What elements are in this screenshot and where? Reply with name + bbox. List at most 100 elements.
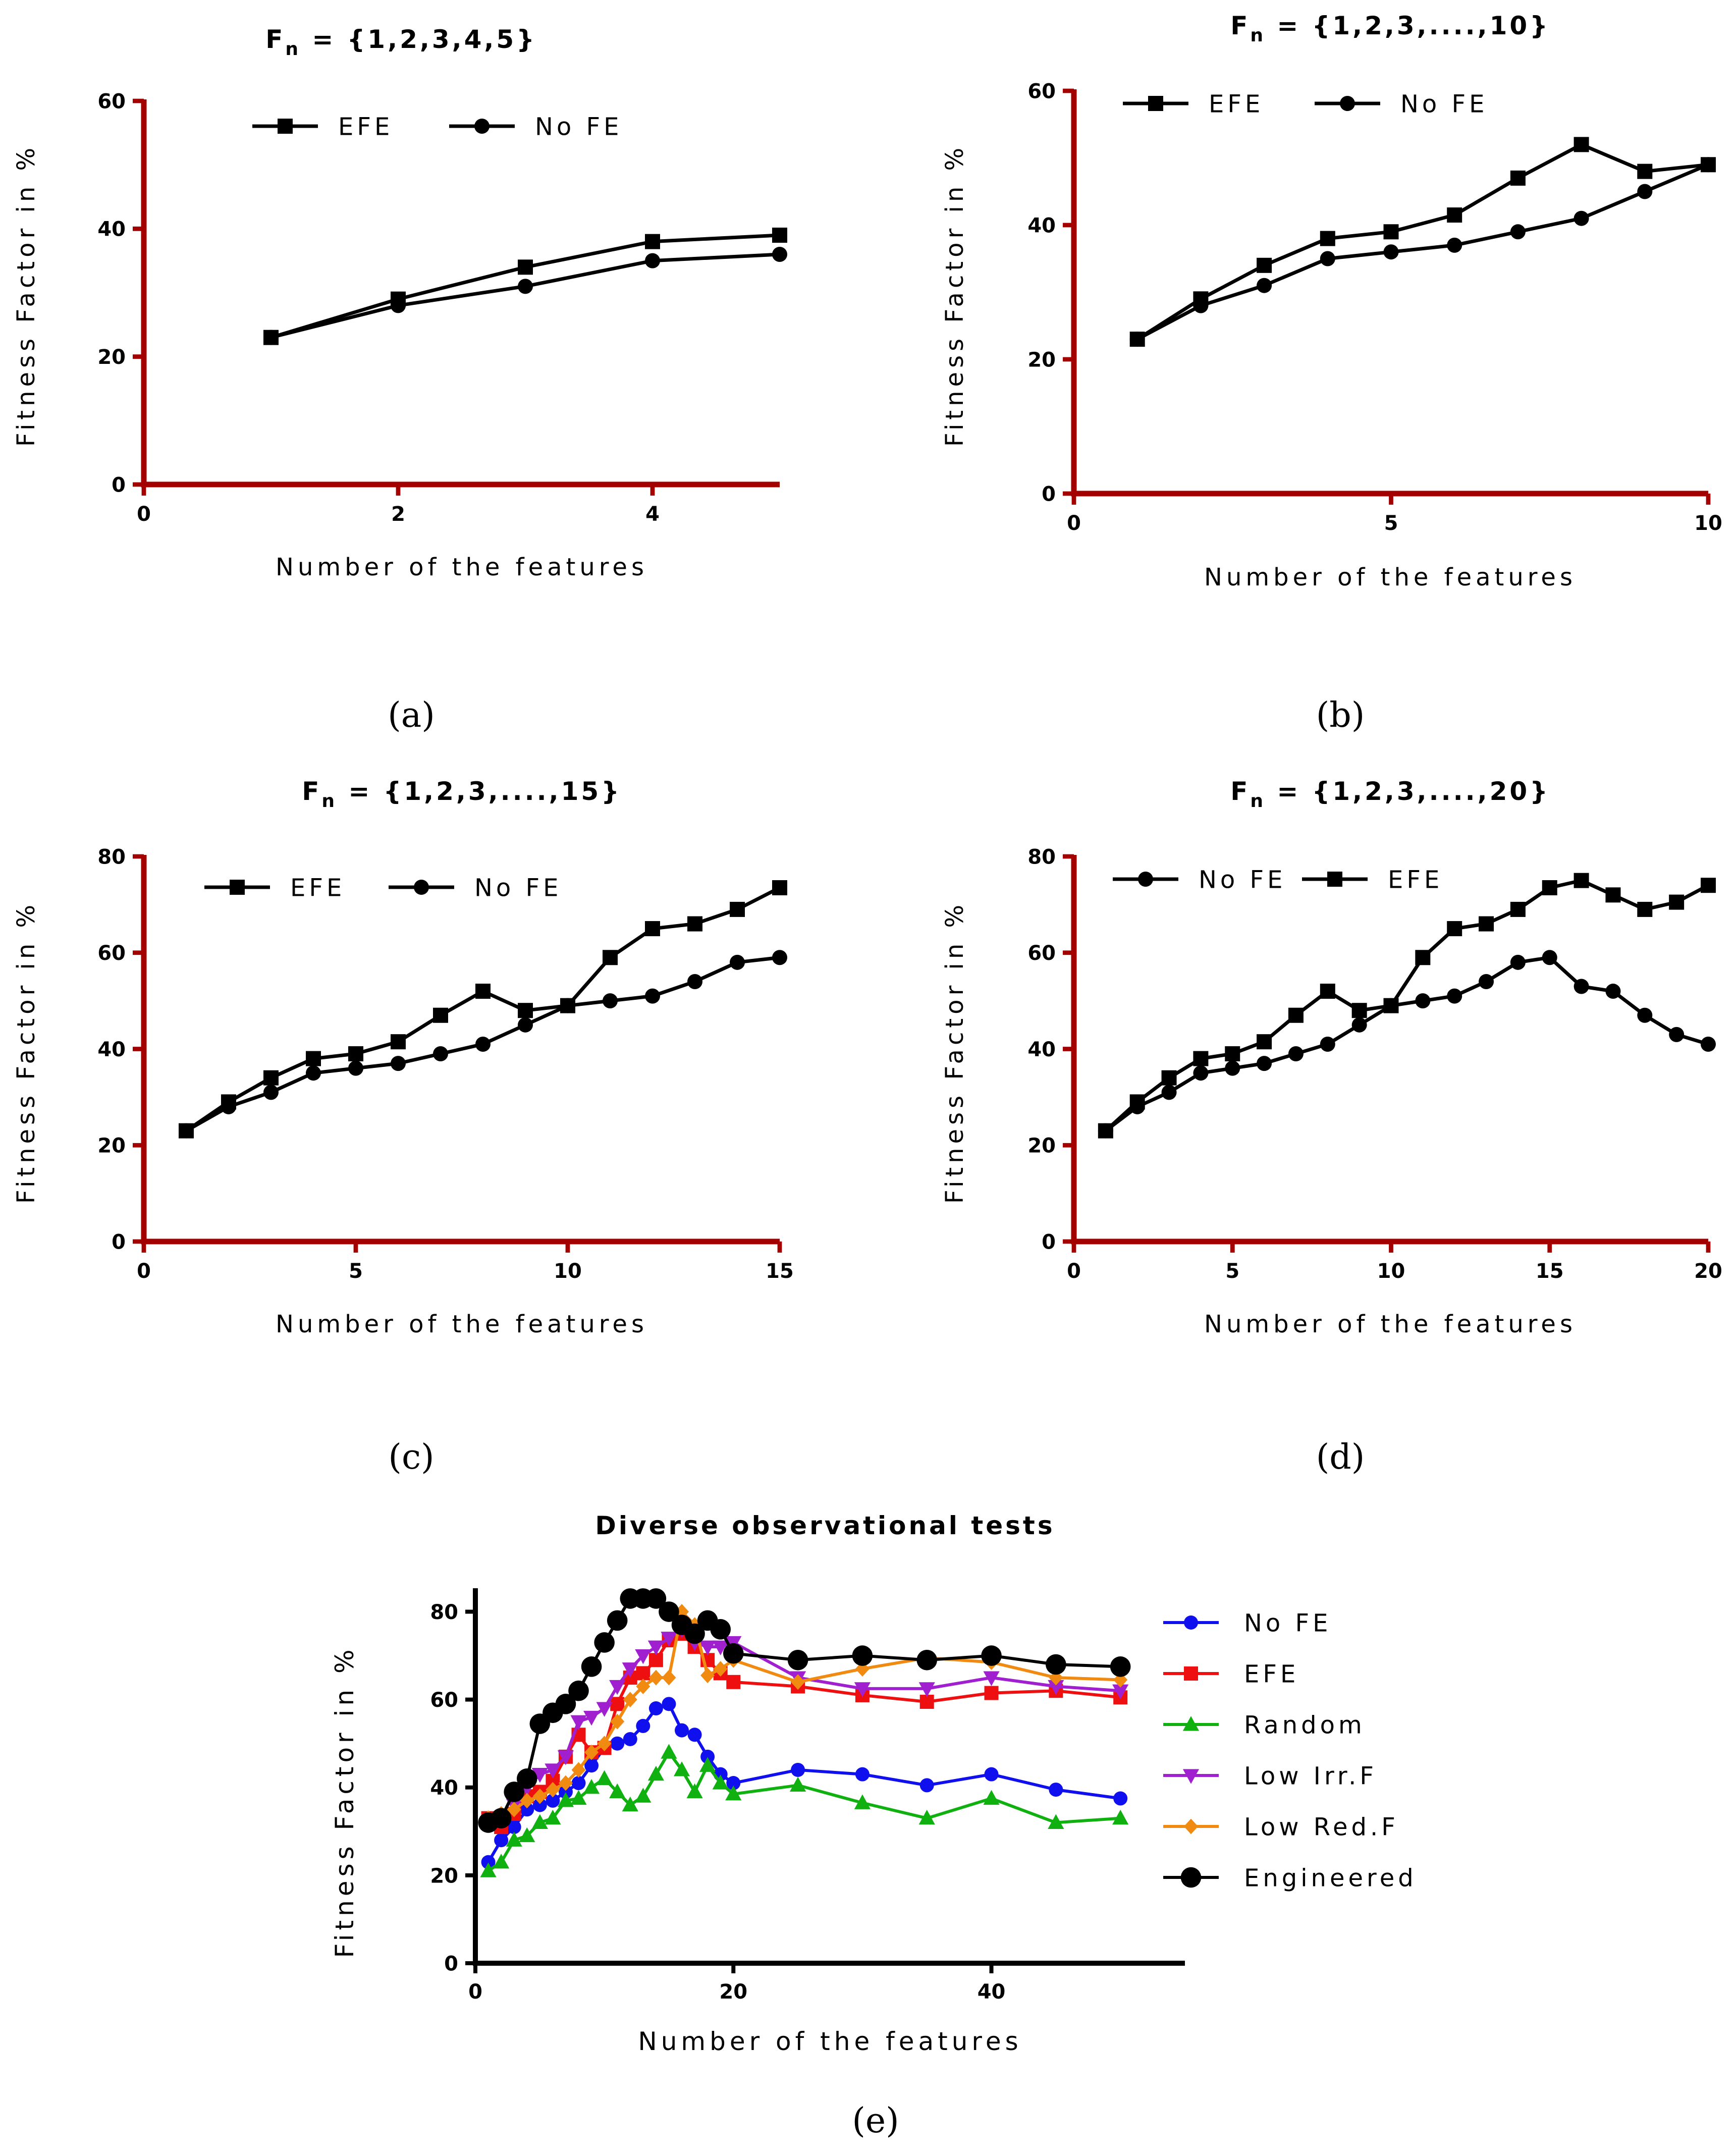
data-point [263,330,279,345]
panel-e-y-tick-label: 60 [430,1689,458,1712]
data-point [699,1757,716,1772]
panel-e-y-tick-label: 20 [430,1864,458,1888]
data-point [391,298,406,313]
data-point [1574,137,1589,152]
data-point [675,1723,689,1738]
legend-item: EFE [204,874,342,902]
panel-a-y-tick-label: 0 [112,473,126,497]
data-point [433,1007,448,1023]
data-point [918,1682,935,1697]
panel-a-y-tick-label: 40 [97,218,126,241]
data-point [1048,1814,1064,1829]
data-point [725,1786,742,1801]
panel-e-x-tick-label: 20 [719,1980,747,2004]
data-point [558,1785,573,1799]
panel-e-y-axis-label: Fitness Factor in % [330,1646,359,1958]
panel-b-caption: (b) [1316,695,1365,735]
data-point [918,1809,935,1825]
panel-e-title: Diverse observational tests [595,1511,1055,1540]
data-point [647,1765,664,1781]
data-point [686,1783,703,1799]
data-point [723,1643,744,1664]
legend-label: EFE [338,113,393,141]
legend-marker [1340,96,1355,111]
data-point [1049,1783,1063,1797]
data-point [1383,998,1399,1013]
data-point [494,1833,509,1848]
panel-a-y-axis-label: Fitness Factor in % [12,144,40,447]
panel-c: Fn = {1,2,3,....,15} 0 20 40 60 80 0 5 10 15 EFE… [12,777,794,1477]
data-point [1257,278,1272,293]
legend-item: Random [1163,1711,1362,1739]
data-point [596,1770,613,1785]
data-point [635,1788,652,1803]
data-point [1129,1094,1145,1110]
legend-item: No FE [1113,866,1282,894]
data-point [1113,1791,1128,1806]
data-point [1383,244,1399,260]
data-point [433,1046,448,1062]
panel-b-axes: 0 20 40 60 0 5 10 [1027,80,1722,535]
data-point [610,1736,625,1751]
panel-d-x-tick-label: 15 [1536,1260,1564,1283]
data-point [1542,880,1557,895]
data-point [1574,873,1589,888]
data-point [730,901,745,917]
panel-d-y-tick-label: 40 [1027,1038,1056,1061]
panel-a: Fn = {1,2,3,4,5} 0 20 40 60 0 2 4 EFE No FE Num… [12,25,787,735]
panel-b-legend: EFE No FE [1123,90,1484,118]
data-point [1542,950,1557,965]
data-point [730,954,745,970]
panel-b-y-tick-label: 0 [1042,482,1056,506]
data-point [687,1728,702,1742]
data-point [609,1783,626,1799]
data-point [507,1801,521,1817]
data-point [1447,237,1462,253]
data-point [645,253,660,268]
legend-item: No FE [389,874,562,902]
panel-d-y-tick-label: 80 [1027,845,1056,869]
data-point [662,1697,676,1711]
panel-a-legend: EFE No FE [252,113,619,141]
data-point [583,1710,600,1726]
legend-item: No FE [1315,90,1484,118]
panel-a-x-tick-label: 4 [645,503,660,526]
panel-d-x-axis-label: Number of the features [1204,1310,1577,1338]
data-point [1447,921,1462,937]
data-point [560,998,575,1013]
data-point [519,1827,535,1843]
legend-marker [1327,872,1342,887]
legend-label: No FE [1244,1609,1331,1637]
panel-d-x-tick-label: 20 [1694,1260,1722,1283]
panel-b: Fn = {1,2,3,....,10} 0 20 40 60 0 5 10 EFE No F… [941,11,1722,735]
data-point [518,279,533,294]
data-point [1415,993,1431,1009]
data-point [712,1774,729,1790]
legend-label: Low Red.F [1244,1813,1399,1841]
data-point [1510,954,1526,970]
panel-d-caption: (d) [1316,1437,1365,1477]
legend-item: Engineered [1163,1864,1414,1892]
data-point [1637,184,1653,199]
data-point [545,1809,561,1825]
data-point [581,1656,602,1677]
data-point [546,1782,560,1798]
data-point [648,1669,663,1686]
data-point [636,1666,650,1681]
panel-d-x-tick-label: 10 [1377,1260,1405,1283]
data-point [570,1715,587,1730]
legend-label: EFE [1388,866,1443,894]
data-point [1129,332,1145,347]
data-point [507,1820,521,1835]
data-point [306,1065,321,1081]
legend-label: No FE [474,874,562,902]
data-point [1669,894,1685,910]
panel-c-x-tick-label: 15 [766,1260,794,1283]
data-point [571,1776,586,1791]
panel-b-title: Fn = {1,2,3,....,10} [1230,11,1550,46]
data-point [1288,1007,1304,1023]
data-point [1110,1656,1131,1677]
panel-c-series-no-fe [179,950,787,1139]
data-point [348,1046,363,1062]
data-point [506,1831,522,1847]
